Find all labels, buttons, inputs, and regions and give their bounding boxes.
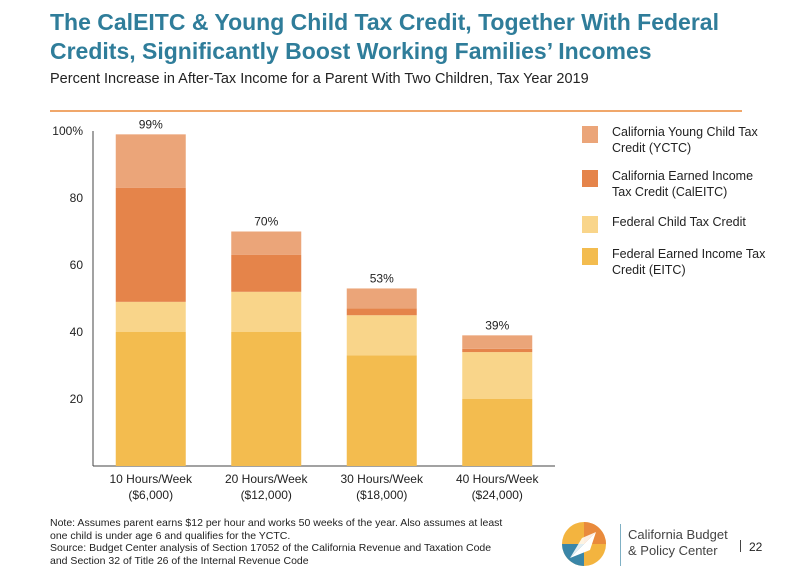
y-tick-label: 100% (52, 124, 83, 138)
chart-footnote: Note: Assumes parent earns $12 per hour … (50, 517, 520, 567)
bar-segment (462, 348, 533, 353)
bar-segment (115, 332, 186, 466)
bar-segment (346, 315, 417, 356)
bar-total-label: 70% (254, 215, 278, 229)
title-divider (50, 110, 742, 112)
page-number: 22 (740, 540, 762, 554)
chart-title: The CalEITC & Young Child Tax Credit, To… (50, 9, 719, 64)
y-tick-label: 20 (70, 392, 84, 406)
legend-item-federal-eitc: Federal Earned Income Tax Credit (EITC) (582, 246, 782, 286)
logo-divider (620, 524, 621, 566)
organization-name-line1: California Budget (628, 527, 728, 542)
y-tick-label: 60 (70, 258, 84, 272)
bar-segment (115, 134, 186, 188)
bar-segment (231, 254, 302, 292)
bar-segment (462, 352, 533, 399)
bar-segment (346, 355, 417, 466)
legend-label-caleitc: California Earned Income Tax Credit (Cal… (612, 169, 754, 199)
legend-item-caleitc: California Earned Income Tax Credit (Cal… (582, 168, 782, 208)
bar-segment (346, 308, 417, 316)
legend-label-yctc: California Young Child Tax Credit (YCTC) (612, 125, 758, 155)
legend-swatch-yctc (582, 126, 598, 143)
compass-arrow-logo-icon (562, 522, 606, 566)
bar-segment (462, 399, 533, 466)
x-tick-label: ($18,000) (356, 488, 407, 502)
organization-name: California Budget & Policy Center (628, 527, 738, 559)
legend-item-federal-ctc: Federal Child Tax Credit (582, 214, 782, 254)
bar-segment (462, 335, 533, 349)
y-tick-label: 40 (70, 325, 84, 339)
organization-name-line2: & Policy Center (628, 543, 718, 558)
x-tick-label: 40 Hours/Week (456, 472, 539, 486)
page-number-value: 22 (749, 540, 763, 554)
footnote-source: Source: Budget Center analysis of Sectio… (50, 542, 492, 567)
bar-total-label: 99% (139, 117, 163, 131)
bar-segment (231, 332, 302, 466)
x-tick-label: ($12,000) (241, 488, 292, 502)
bar-segment (346, 288, 417, 309)
x-tick-label: 30 Hours/Week (341, 472, 424, 486)
legend-swatch-federal-eitc (582, 248, 598, 265)
legend-label-federal-ctc: Federal Child Tax Credit (612, 215, 746, 229)
footnote-note: Note: Assumes parent earns $12 per hour … (50, 517, 503, 542)
legend-item-yctc: California Young Child Tax Credit (YCTC) (582, 124, 782, 164)
x-tick-label: 20 Hours/Week (225, 472, 308, 486)
bar-segment (231, 231, 302, 255)
x-tick-label: ($24,000) (472, 488, 523, 502)
bar-segment (231, 291, 302, 332)
chart-subtitle: Percent Increase in After-Tax Income for… (50, 71, 589, 87)
bar-total-label: 53% (370, 271, 394, 285)
page-number-separator (740, 540, 741, 552)
bar-total-label: 39% (485, 318, 509, 332)
x-tick-label: ($6,000) (128, 488, 173, 502)
legend-swatch-caleitc (582, 170, 598, 187)
bar-segment (115, 187, 186, 302)
legend-swatch-federal-ctc (582, 216, 598, 233)
x-tick-label: 10 Hours/Week (110, 472, 193, 486)
legend-label-federal-eitc: Federal Earned Income Tax Credit (EITC) (612, 247, 766, 277)
y-tick-label: 80 (70, 191, 84, 205)
bar-segment (115, 301, 186, 332)
